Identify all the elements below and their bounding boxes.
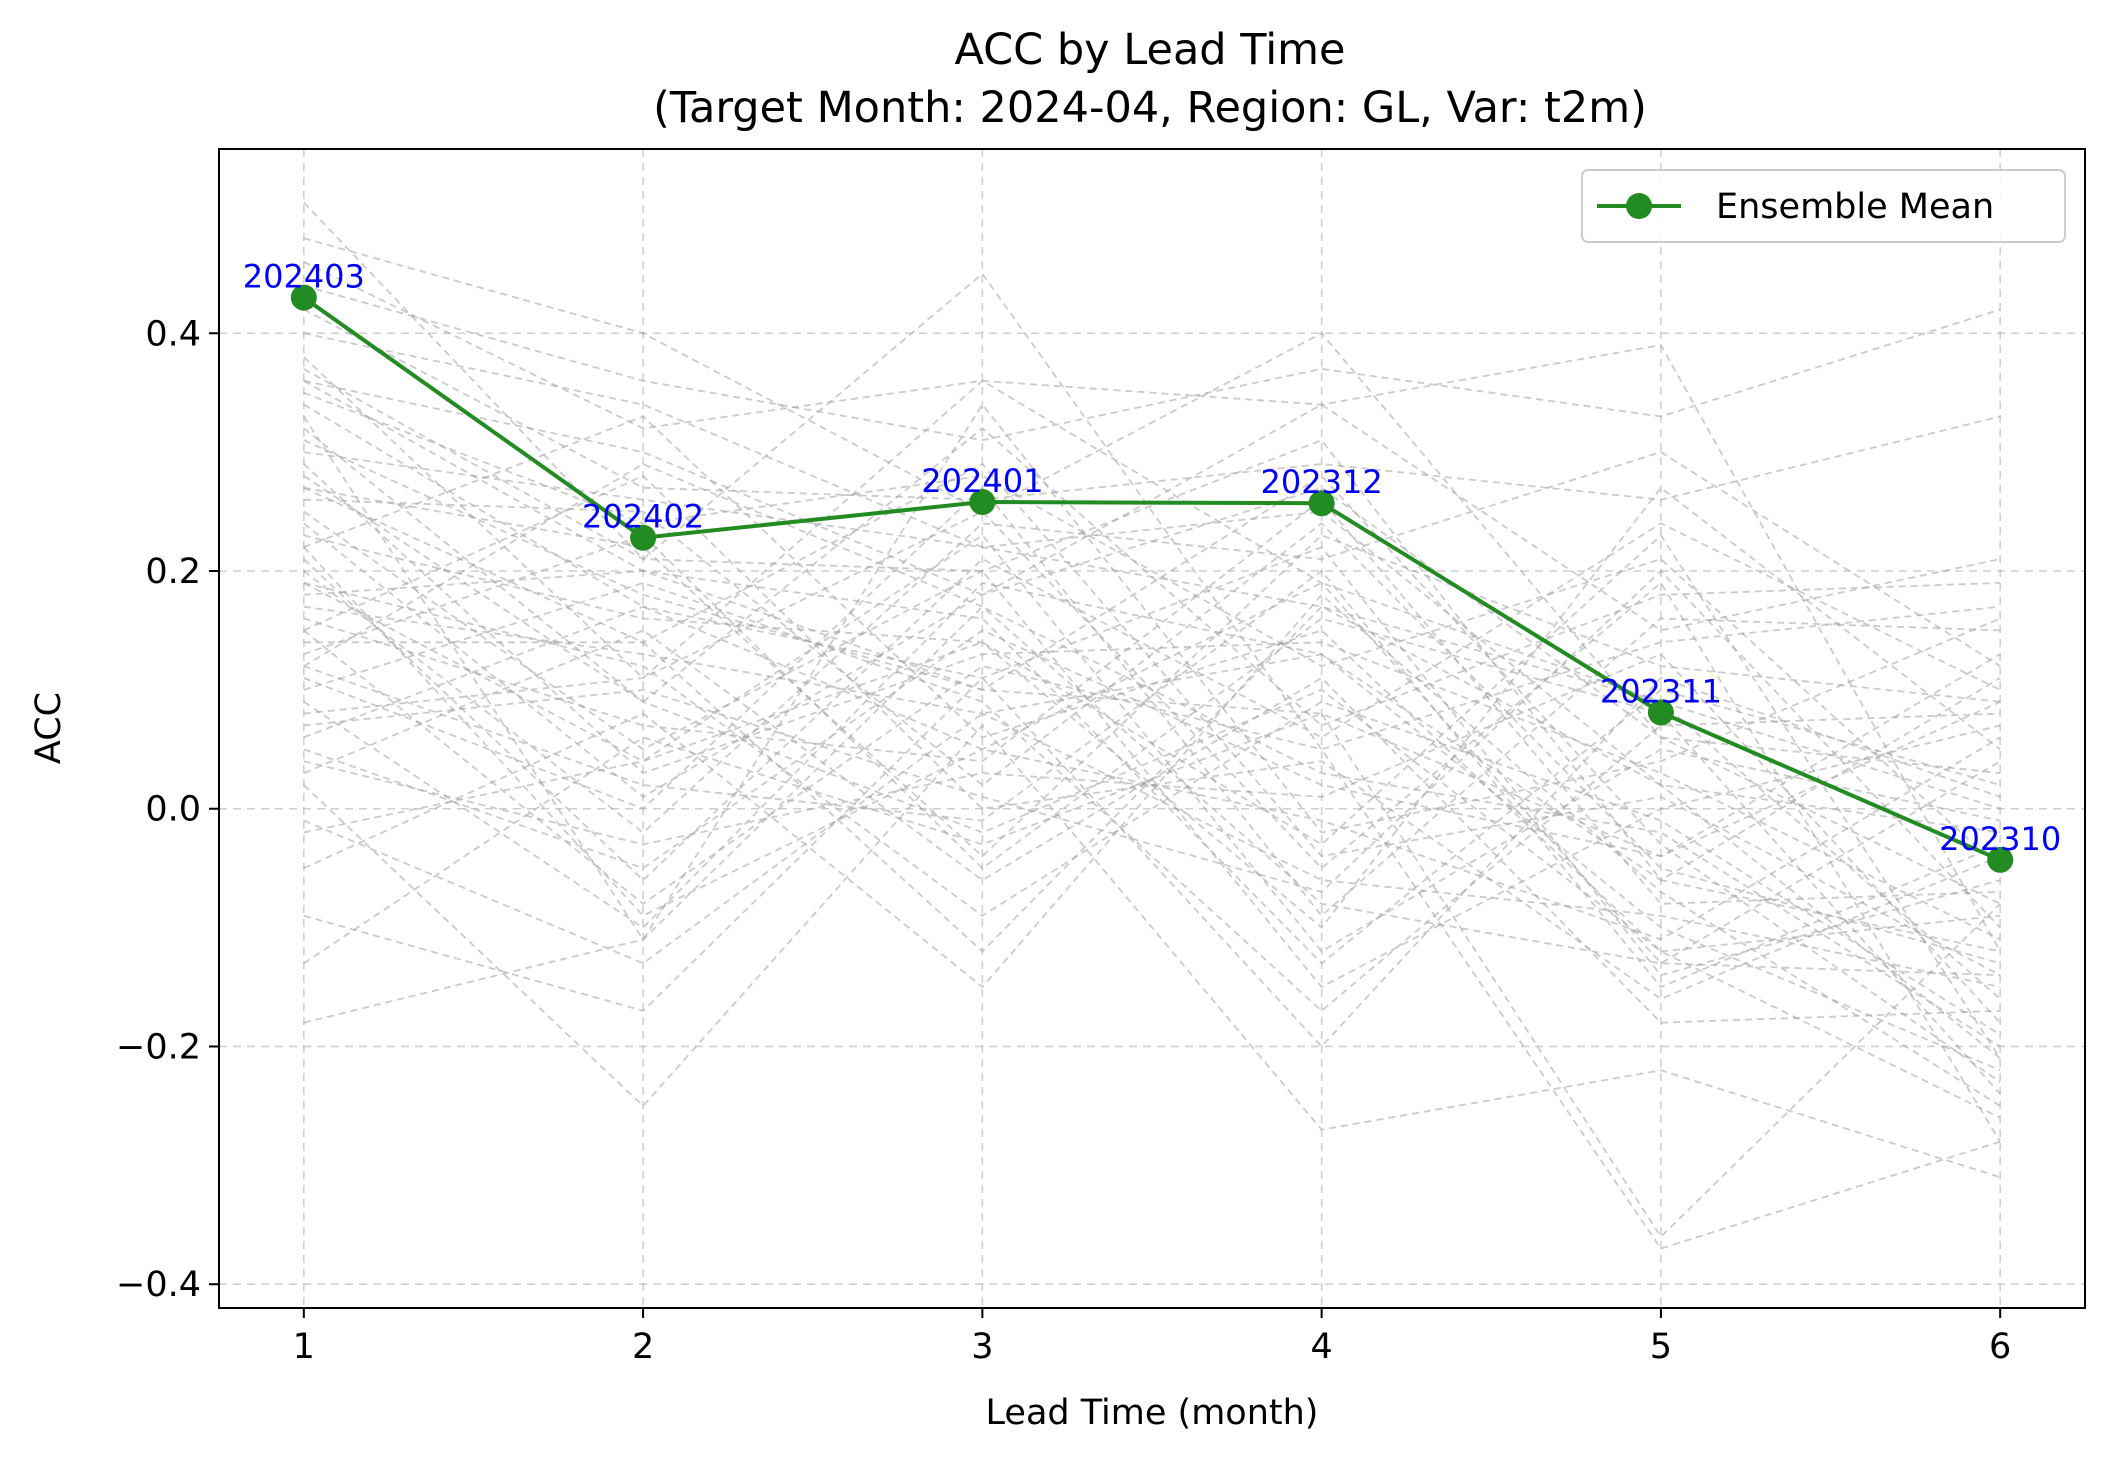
y-tick-label: 0.4	[145, 314, 201, 354]
ensemble-mean-point	[969, 489, 996, 516]
member-line	[303, 486, 2001, 858]
member-line	[303, 427, 2001, 953]
point-label: 202402	[582, 498, 704, 536]
member-line	[303, 379, 2001, 632]
member-line	[303, 546, 2001, 977]
point-label: 202311	[1600, 672, 1722, 710]
member-line	[303, 308, 2001, 501]
x-tick-label: 5	[1650, 1327, 1672, 1367]
member-line	[303, 356, 2001, 965]
member-line	[303, 463, 2001, 941]
member-line	[303, 582, 2001, 1036]
member-line	[303, 486, 2001, 929]
x-tick-label: 3	[971, 1327, 993, 1367]
member-line	[303, 498, 2001, 905]
x-axis-ticks: 1 2 3 4 5 6	[293, 1308, 2011, 1367]
member-line	[303, 569, 2001, 929]
member-line	[303, 486, 2001, 917]
member-line	[303, 261, 2001, 952]
member-line	[303, 570, 2001, 965]
grid	[219, 149, 2085, 1308]
legend: Ensemble Mean	[1581, 169, 2066, 243]
x-tick-label: 6	[1989, 1327, 2011, 1367]
member-line	[303, 676, 2001, 1048]
y-tick-label: −0.4	[116, 1265, 201, 1305]
ensemble-mean-point	[1308, 490, 1335, 517]
member-line	[303, 486, 2001, 953]
member-line	[303, 498, 2001, 965]
ensemble-mean-series	[290, 284, 2014, 873]
member-line	[303, 581, 2001, 1012]
chart-title-line1: ACC by Lead Time	[955, 25, 1346, 75]
y-tick-label: −0.2	[116, 1027, 201, 1067]
legend-label: Ensemble Mean	[1716, 187, 1994, 227]
y-axis-ticks: −0.4 −0.2 0.0 0.2 0.4	[116, 314, 219, 1305]
member-line	[303, 581, 2001, 1072]
member-line	[303, 510, 2001, 1143]
y-axis-label: ACC	[29, 692, 69, 764]
member-line	[303, 462, 2001, 976]
ensemble-mean-point	[630, 524, 657, 551]
member-line	[303, 380, 2001, 858]
member-line	[303, 724, 2001, 1179]
y-tick-label: 0.0	[145, 790, 201, 830]
legend-box	[1581, 169, 2066, 243]
member-line	[303, 533, 2001, 1059]
x-tick-label: 2	[632, 1327, 654, 1367]
member-line	[303, 522, 2001, 882]
member-line	[303, 284, 2001, 442]
x-tick-label: 1	[293, 1327, 315, 1367]
member-line	[303, 629, 2001, 870]
member-line	[303, 569, 2001, 989]
member-line	[303, 712, 2001, 1239]
legend-marker-swatch	[1626, 193, 1652, 219]
plot-frame	[218, 148, 2086, 1309]
x-axis-label: Lead Time (month)	[986, 1393, 1319, 1433]
member-line	[303, 653, 2001, 965]
chart-title-line2: (Target Month: 2024-04, Region: GL, Var:…	[653, 83, 1647, 133]
ensemble-mean-point	[290, 284, 317, 311]
ensemble-mean-line	[302, 295, 2001, 862]
x-tick-label: 4	[1310, 1327, 1332, 1367]
y-tick-label: 0.2	[145, 552, 201, 592]
ensemble-mean-point	[1647, 699, 1674, 726]
point-label: 202310	[1939, 820, 2061, 858]
member-line	[303, 486, 2001, 798]
point-label: 202403	[243, 258, 365, 296]
ensemble-member-lines	[303, 201, 2001, 1250]
point-labels: 202403 202402 202401 202312 202311 202310	[243, 258, 2062, 858]
member-line	[303, 391, 2001, 869]
member-line	[303, 427, 2001, 727]
ensemble-mean-point	[1987, 846, 2014, 873]
point-label: 202312	[1261, 463, 1383, 501]
member-line	[303, 653, 2001, 1024]
member-line	[303, 237, 2001, 905]
point-label: 202401	[921, 462, 1043, 500]
